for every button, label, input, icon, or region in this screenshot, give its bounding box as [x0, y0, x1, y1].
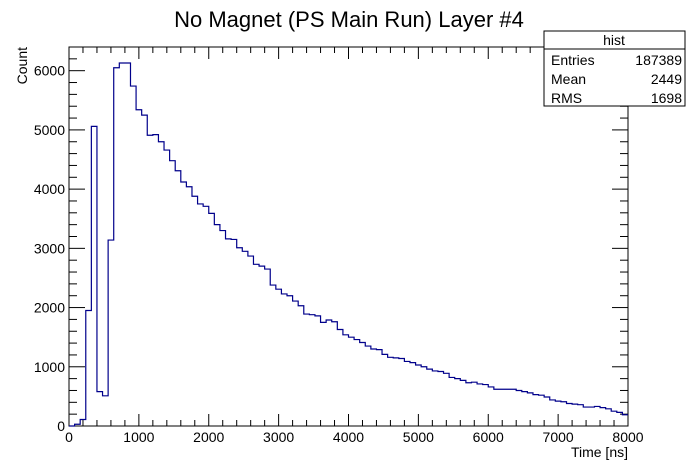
y-axis-label: Count — [14, 47, 30, 84]
y-tick-label: 3000 — [34, 240, 65, 256]
stats-rms-label: RMS — [551, 90, 582, 106]
x-tick-label: 8000 — [612, 429, 643, 445]
chart-title: No Magnet (PS Main Run) Layer #4 — [174, 7, 524, 32]
x-tick-label: 7000 — [543, 429, 574, 445]
x-tick-label: 6000 — [473, 429, 504, 445]
stats-mean-value: 2449 — [651, 71, 682, 87]
histogram-line — [69, 62, 628, 427]
x-tick-label: 4000 — [333, 429, 364, 445]
y-tick-label: 5000 — [34, 122, 65, 138]
x-tick-label: 1000 — [123, 429, 154, 445]
stats-rms-value: 1698 — [651, 90, 682, 106]
y-tick-label: 6000 — [34, 63, 65, 79]
y-axis-ticks: 0 1000 2000 3000 4000 5000 6000 — [34, 58, 628, 434]
y-tick-label: 4000 — [34, 181, 65, 197]
x-tick-label: 0 — [65, 429, 73, 445]
x-axis-ticks: 0 1000 2000 3000 4000 5000 6000 7000 8000 — [65, 47, 644, 445]
y-tick-label: 0 — [57, 418, 65, 434]
stats-box-frame — [543, 30, 686, 107]
stats-mean-label: Mean — [551, 71, 586, 87]
stats-entries-value: 187389 — [635, 52, 682, 68]
y-tick-label: 1000 — [34, 359, 65, 375]
x-tick-label: 3000 — [263, 429, 294, 445]
x-axis-label: Time [ns] — [571, 444, 628, 460]
stats-entries-label: Entries — [551, 52, 595, 68]
y-tick-label: 2000 — [34, 300, 65, 316]
stats-box-title: hist — [603, 32, 625, 48]
x-tick-label: 2000 — [193, 429, 224, 445]
stats-box: hist Entries 187389 Mean 2449 RMS 1698 — [543, 30, 686, 107]
x-tick-label: 5000 — [403, 429, 434, 445]
